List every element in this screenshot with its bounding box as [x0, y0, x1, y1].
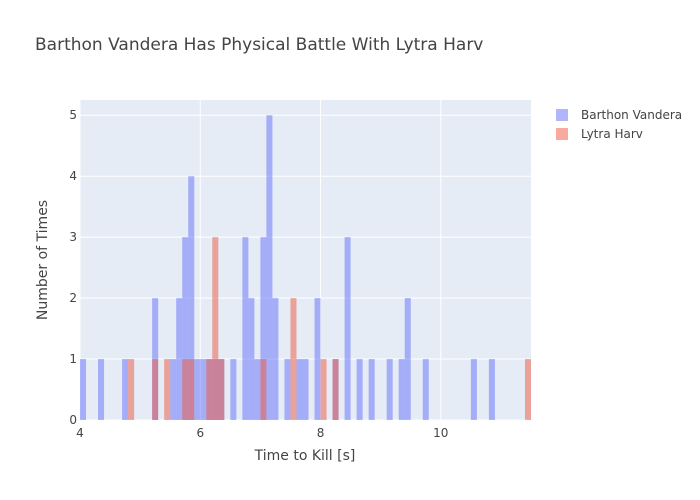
- histogram-bar: [206, 359, 213, 420]
- legend-swatch: [556, 128, 568, 140]
- chart-title: Barthon Vandera Has Physical Battle With…: [35, 35, 483, 55]
- histogram-bar: [470, 359, 477, 420]
- histogram-bar: [242, 237, 249, 420]
- y-tick-label: 5: [69, 108, 77, 122]
- histogram-bar: [302, 359, 309, 420]
- histogram-bar: [320, 359, 327, 420]
- histogram-bar: [212, 237, 219, 420]
- y-tick-label: 4: [69, 169, 77, 183]
- histogram-bar: [314, 298, 321, 420]
- histogram-bar: [182, 237, 189, 420]
- legend-label: Barthon Vandera: [581, 108, 682, 122]
- histogram-bar: [176, 298, 183, 420]
- histogram-bar: [254, 359, 261, 420]
- histogram-bar: [356, 359, 363, 420]
- histogram-bar: [200, 359, 207, 420]
- histogram-bar: [260, 237, 267, 420]
- histogram-bar: [272, 298, 279, 420]
- histogram-bar: [344, 237, 351, 420]
- histogram-bar: [524, 359, 531, 420]
- histogram-bar: [422, 359, 429, 420]
- histogram-bar: [152, 359, 159, 420]
- histogram-bar: [266, 115, 273, 420]
- x-axis-ticks: 4 6 8 10: [76, 426, 448, 440]
- y-tick-label: 1: [69, 352, 77, 366]
- histogram-bar: [386, 359, 393, 420]
- histogram-bar: [260, 359, 267, 420]
- bars-layer: [80, 115, 531, 420]
- histogram-bar: [80, 359, 87, 420]
- x-axis-label: Time to Kill [s]: [254, 448, 356, 464]
- histogram-bar: [182, 359, 189, 420]
- legend-swatch: [556, 109, 568, 121]
- histogram-bar: [404, 298, 411, 420]
- histogram-bar: [188, 359, 195, 420]
- y-tick-label: 2: [69, 291, 77, 305]
- histogram-bar: [248, 298, 255, 420]
- histogram-bar: [230, 359, 237, 420]
- legend: Barthon Vandera Lytra Harv: [556, 108, 682, 141]
- histogram-bar: [194, 359, 201, 420]
- histogram-bar: [332, 359, 339, 420]
- histogram-bar: [98, 359, 105, 420]
- x-tick-label: 6: [196, 426, 204, 440]
- histogram-bar: [164, 359, 171, 420]
- x-tick-label: 8: [317, 426, 325, 440]
- histogram-bar: [488, 359, 495, 420]
- y-tick-label: 0: [69, 413, 77, 427]
- histogram-bar: [122, 359, 129, 420]
- y-axis-label: Number of Times: [35, 200, 51, 320]
- legend-label: Lytra Harv: [581, 127, 643, 141]
- histogram-bar: [128, 359, 135, 420]
- histogram-bar: [218, 359, 225, 420]
- histogram-bar: [170, 359, 177, 420]
- x-tick-label: 4: [76, 426, 84, 440]
- histogram-bar: [284, 359, 291, 420]
- histogram-bar: [368, 359, 375, 420]
- histogram-bar: [398, 359, 405, 420]
- histogram-bar: [290, 298, 297, 420]
- histogram-bar: [188, 176, 195, 420]
- y-axis-ticks: 0 1 2 3 4 5: [69, 108, 77, 427]
- x-tick-label: 10: [433, 426, 448, 440]
- histogram-bar: [296, 359, 303, 420]
- y-tick-label: 3: [69, 230, 77, 244]
